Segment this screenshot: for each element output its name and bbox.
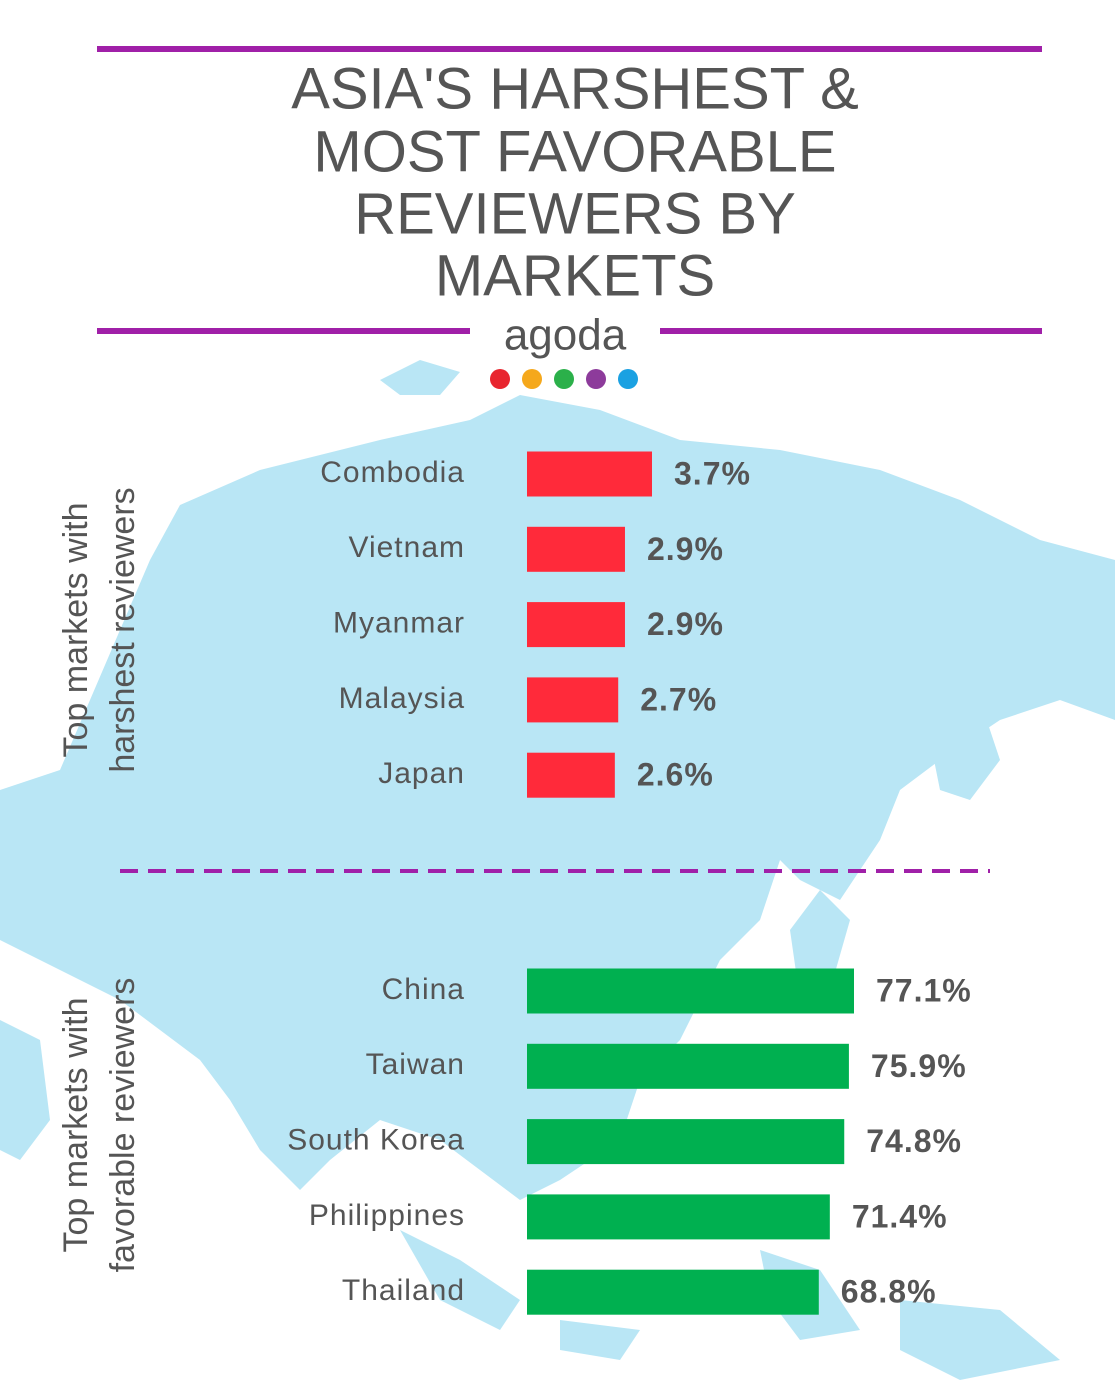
value-label: 77.1% [876,972,972,1008]
bar [527,1269,819,1315]
bar [527,451,652,497]
bar [527,1043,849,1089]
category-label: Japan [378,757,465,790]
side-label: harshest reviewers [104,487,142,772]
value-label: 2.9% [647,531,724,567]
side-label: favorable reviewers [104,978,142,1273]
value-label: 2.6% [637,757,714,793]
bar [527,1119,845,1165]
brand: agoda [504,311,627,360]
bar [527,602,625,648]
category-label: Philippines [309,1199,465,1232]
title-line: REVIEWERS BY [354,181,796,246]
title-line: ASIA'S HARSHEST & [291,56,859,121]
value-label: 75.9% [871,1048,967,1084]
bar [527,677,619,723]
category-label: Taiwan [366,1048,465,1081]
bar [527,1194,830,1240]
category-label: Myanmar [333,607,465,640]
value-label: 3.7% [674,455,751,491]
category-label: Malaysia [339,682,465,715]
side-label: Top markets with [57,502,95,757]
category-label: South Korea [287,1124,465,1157]
brand-dots [490,369,638,389]
value-label: 68.8% [841,1274,937,1310]
title-line: MOST FAVORABLE [313,119,836,184]
category-label: Vietnam [348,531,465,564]
bar [527,968,854,1014]
category-label: Combodia [320,456,465,489]
category-label: Thailand [342,1274,465,1307]
value-label: 2.7% [640,681,717,717]
bar [527,752,615,798]
category-label: China [382,973,465,1006]
value-label: 71.4% [852,1198,948,1234]
side-label: Top markets with [57,997,95,1252]
value-label: 74.8% [866,1123,962,1159]
value-label: 2.9% [647,606,724,642]
title-line: MARKETS [435,243,715,308]
bar [527,526,625,572]
